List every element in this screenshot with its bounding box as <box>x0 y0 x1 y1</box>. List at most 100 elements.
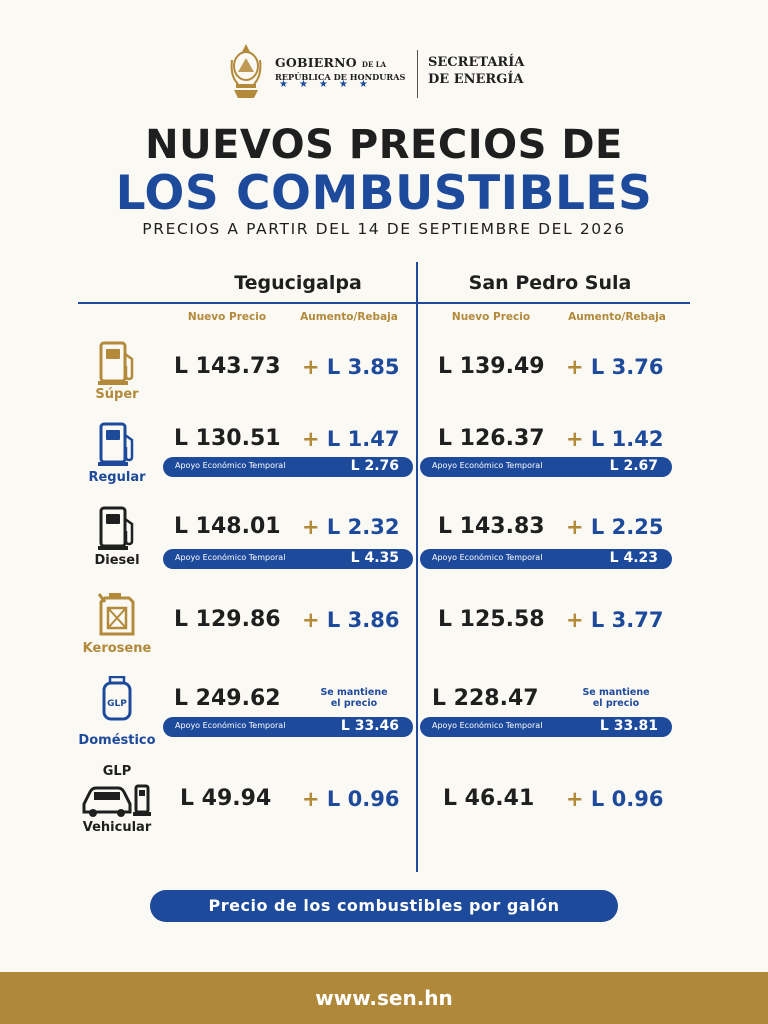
amount: L 3.86 <box>326 608 400 632</box>
support-label: Apoyo Económico Temporal <box>175 553 286 562</box>
col-change-teg: Aumento/Rebaja <box>300 311 398 323</box>
plus-sign: + <box>566 787 584 811</box>
website-link[interactable]: www.sen.hn <box>315 986 453 1010</box>
sps-change-diesel: + L 2.25 <box>566 515 663 539</box>
sps-change-vehicular: + L 0.96 <box>566 787 663 811</box>
sps-change-kerosene: + L 3.77 <box>566 608 663 632</box>
fuel-pump-icon <box>98 422 134 466</box>
gas-cylinder-icon: GLP <box>102 676 132 721</box>
plus-sign: + <box>566 515 584 539</box>
support-label: Apoyo Económico Temporal <box>432 553 543 562</box>
support-pill-sps-regular: Apoyo Económico Temporal L 2.67 <box>420 457 672 477</box>
sps-price-vehicular: L 46.41 <box>443 786 535 811</box>
teg-price-regular: L 130.51 <box>174 426 281 451</box>
per-gallon-note: Precio de los combustibles por galón <box>150 890 618 922</box>
teg-change-vehicular: + L 0.96 <box>302 787 399 811</box>
header-rule <box>78 302 690 304</box>
teg-change-diesel: + L 2.32 <box>302 515 399 539</box>
col-change-sps: Aumento/Rebaja <box>568 311 666 323</box>
secretaria-name: SECRETARÍA DE ENERGÍA <box>428 54 524 88</box>
support-value: L 33.81 <box>599 718 658 734</box>
fuel-label-kerosene: Kerosene <box>82 641 152 656</box>
sec-line2: DE ENERGÍA <box>428 72 524 87</box>
honduras-coat-of-arms-icon <box>230 44 262 98</box>
fuel-pump-icon <box>98 341 134 385</box>
support-pill-teg-regular: Apoyo Económico Temporal L 2.76 <box>163 457 413 477</box>
support-label: Apoyo Económico Temporal <box>432 721 543 730</box>
support-value: L 4.35 <box>350 550 399 566</box>
support-value: L 33.46 <box>340 718 399 734</box>
title-line1: NUEVOS PRECIOS DE <box>145 122 623 168</box>
government-name: GOBIERNO DE LA REPÚBLICA DE HONDURAS <box>275 52 405 82</box>
plus-sign: + <box>302 515 320 539</box>
maint-line1: Se mantiene <box>582 687 650 698</box>
support-value: L 2.76 <box>350 458 399 474</box>
subtitle: PRECIOS A PARTIR DEL 14 DE SEPTIEMBRE DE… <box>142 220 626 238</box>
fuel-label-diesel: Diesel <box>94 553 140 568</box>
jerrycan-icon <box>97 593 135 636</box>
sps-price-regular: L 126.37 <box>438 426 545 451</box>
support-value: L 4.23 <box>609 550 658 566</box>
teg-price-super: L 143.73 <box>174 354 281 379</box>
teg-change-super: + L 3.85 <box>302 355 399 379</box>
col-new-price-sps: Nuevo Precio <box>451 311 531 323</box>
plus-sign: + <box>302 427 320 451</box>
glp-icon-text: GLP <box>107 699 127 709</box>
support-pill-teg-domestico: Apoyo Económico Temporal L 33.46 <box>163 717 413 737</box>
amount: L 1.42 <box>590 427 664 451</box>
maint-line2: el precio <box>330 698 378 709</box>
plus-sign: + <box>566 427 584 451</box>
city-san-pedro-sula: San Pedro Sula <box>468 272 632 294</box>
teg-price-vehicular: L 49.94 <box>180 786 272 811</box>
footer-bar: www.sen.hn <box>0 972 768 1024</box>
plus-sign: + <box>302 787 320 811</box>
maint-line1: Se mantiene <box>320 687 388 698</box>
gov-small: DE LA <box>361 60 387 69</box>
sps-change-regular: + L 1.42 <box>566 427 663 451</box>
fuel-label-glp: GLP <box>102 764 132 779</box>
maint-line2: el precio <box>592 698 640 709</box>
sps-price-super: L 139.49 <box>438 354 545 379</box>
sps-price-diesel: L 143.83 <box>438 514 545 539</box>
teg-change-kerosene: + L 3.86 <box>302 608 399 632</box>
sps-maintained-note: Se mantiene el precio <box>566 687 666 709</box>
plus-sign: + <box>566 608 584 632</box>
support-label: Apoyo Económico Temporal <box>175 721 286 730</box>
gov-sub: REPÚBLICA DE HONDURAS <box>275 72 406 82</box>
sec-line1: SECRETARÍA <box>428 55 525 70</box>
support-pill-teg-diesel: Apoyo Económico Temporal L 4.35 <box>163 549 413 569</box>
amount: L 1.47 <box>326 427 400 451</box>
amount: L 2.32 <box>326 515 400 539</box>
amount: L 3.85 <box>326 355 400 379</box>
fuel-label-super: Súper <box>95 387 139 402</box>
gov-main: GOBIERNO <box>275 55 357 70</box>
plus-sign: + <box>302 608 320 632</box>
teg-maintained-note: Se mantiene el precio <box>304 687 404 709</box>
fuel-label-domestico: Doméstico <box>78 733 156 748</box>
fuel-pump-icon <box>98 506 134 550</box>
header-divider <box>417 50 418 98</box>
amount: L 0.96 <box>590 787 664 811</box>
support-pill-sps-diesel: Apoyo Económico Temporal L 4.23 <box>420 549 672 569</box>
teg-price-diesel: L 148.01 <box>174 514 281 539</box>
support-label: Apoyo Económico Temporal <box>175 461 286 470</box>
amount: L 2.25 <box>590 515 664 539</box>
teg-price-kerosene: L 129.86 <box>174 607 281 632</box>
sps-price-kerosene: L 125.58 <box>438 607 545 632</box>
support-pill-sps-domestico: Apoyo Económico Temporal L 33.81 <box>420 717 672 737</box>
teg-change-regular: + L 1.47 <box>302 427 399 451</box>
car-pump-icon <box>82 784 151 817</box>
col-new-price-teg: Nuevo Precio <box>187 311 267 323</box>
support-label: Apoyo Económico Temporal <box>432 461 543 470</box>
fuel-label-regular: Regular <box>88 470 146 485</box>
sps-price-domestico: L 228.47 <box>432 686 539 711</box>
sps-change-super: + L 3.76 <box>566 355 663 379</box>
fuel-label-vehicular: Vehicular <box>82 820 152 835</box>
city-tegucigalpa: Tegucigalpa <box>234 272 362 294</box>
amount: L 0.96 <box>326 787 400 811</box>
support-value: L 2.67 <box>609 458 658 474</box>
column-divider <box>416 262 418 872</box>
plus-sign: + <box>566 355 584 379</box>
plus-sign: + <box>302 355 320 379</box>
amount: L 3.77 <box>590 608 664 632</box>
